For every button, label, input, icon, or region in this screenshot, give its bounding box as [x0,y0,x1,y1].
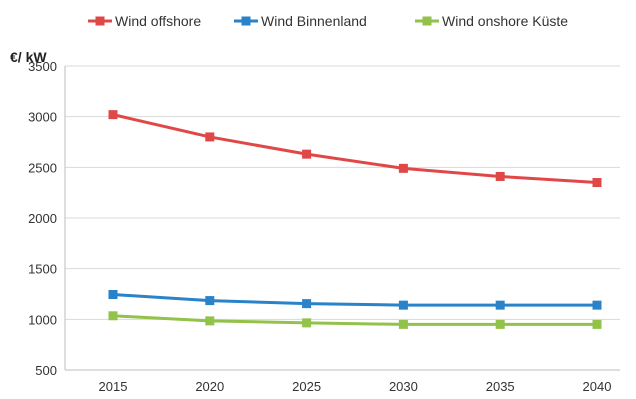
series-2 [108,311,602,329]
legend-label: Wind offshore [115,13,201,29]
x-tick-label: 2035 [486,379,515,394]
data-point [495,171,505,181]
series-line [111,293,599,307]
y-tick-label: 500 [35,363,57,378]
y-axis-unit-label: €/ kW [10,49,47,65]
data-point [592,178,602,188]
data-point [302,299,312,309]
data-point [398,319,408,329]
gridlines [65,65,620,320]
y-tick-label: 1000 [28,312,57,327]
data-point [108,290,118,300]
data-point [302,149,312,159]
data-point [495,300,505,310]
data-point [205,296,215,306]
legend-item-1: Wind Binnenland [234,13,367,29]
y-tick-label: 2500 [28,160,57,175]
data-point [592,319,602,329]
data-point [592,300,602,310]
data-point [205,316,215,326]
series-1 [108,290,602,310]
x-axis-tick-labels: 2015 2020 2025 2030 2035 2040 [99,379,612,394]
legend-swatch-marker [95,16,105,26]
x-tick-label: 2015 [99,379,128,394]
y-tick-label: 3500 [28,59,57,74]
series-0 [108,110,602,188]
legend-label: Wind onshore Küste [442,13,568,29]
legend-swatch-marker [241,16,251,26]
x-tick-label: 2025 [292,379,321,394]
data-point [205,132,215,142]
y-axis-tick-labels: 500 1000 1500 2000 2500 3000 3500 [28,59,57,378]
data-point [398,163,408,173]
data-point [302,318,312,328]
y-tick-label: 1500 [28,262,57,277]
series-group [108,110,602,329]
axes [64,66,620,371]
data-point [495,319,505,329]
series-line [111,113,599,185]
legend-swatch-marker [422,16,432,26]
y-tick-label: 2000 [28,211,57,226]
data-point [398,300,408,310]
data-point [108,110,118,120]
legend-item-2: Wind onshore Küste [415,13,568,29]
legend-item-0: Wind offshore [88,13,201,29]
series-line [111,314,599,326]
x-tick-label: 2030 [389,379,418,394]
legend-label: Wind Binnenland [261,13,367,29]
x-tick-label: 2040 [583,379,612,394]
y-tick-label: 3000 [28,110,57,125]
data-point [108,311,118,321]
legend: Wind offshore Wind Binnenland Wind onshore… [88,13,568,29]
x-tick-label: 2020 [195,379,224,394]
